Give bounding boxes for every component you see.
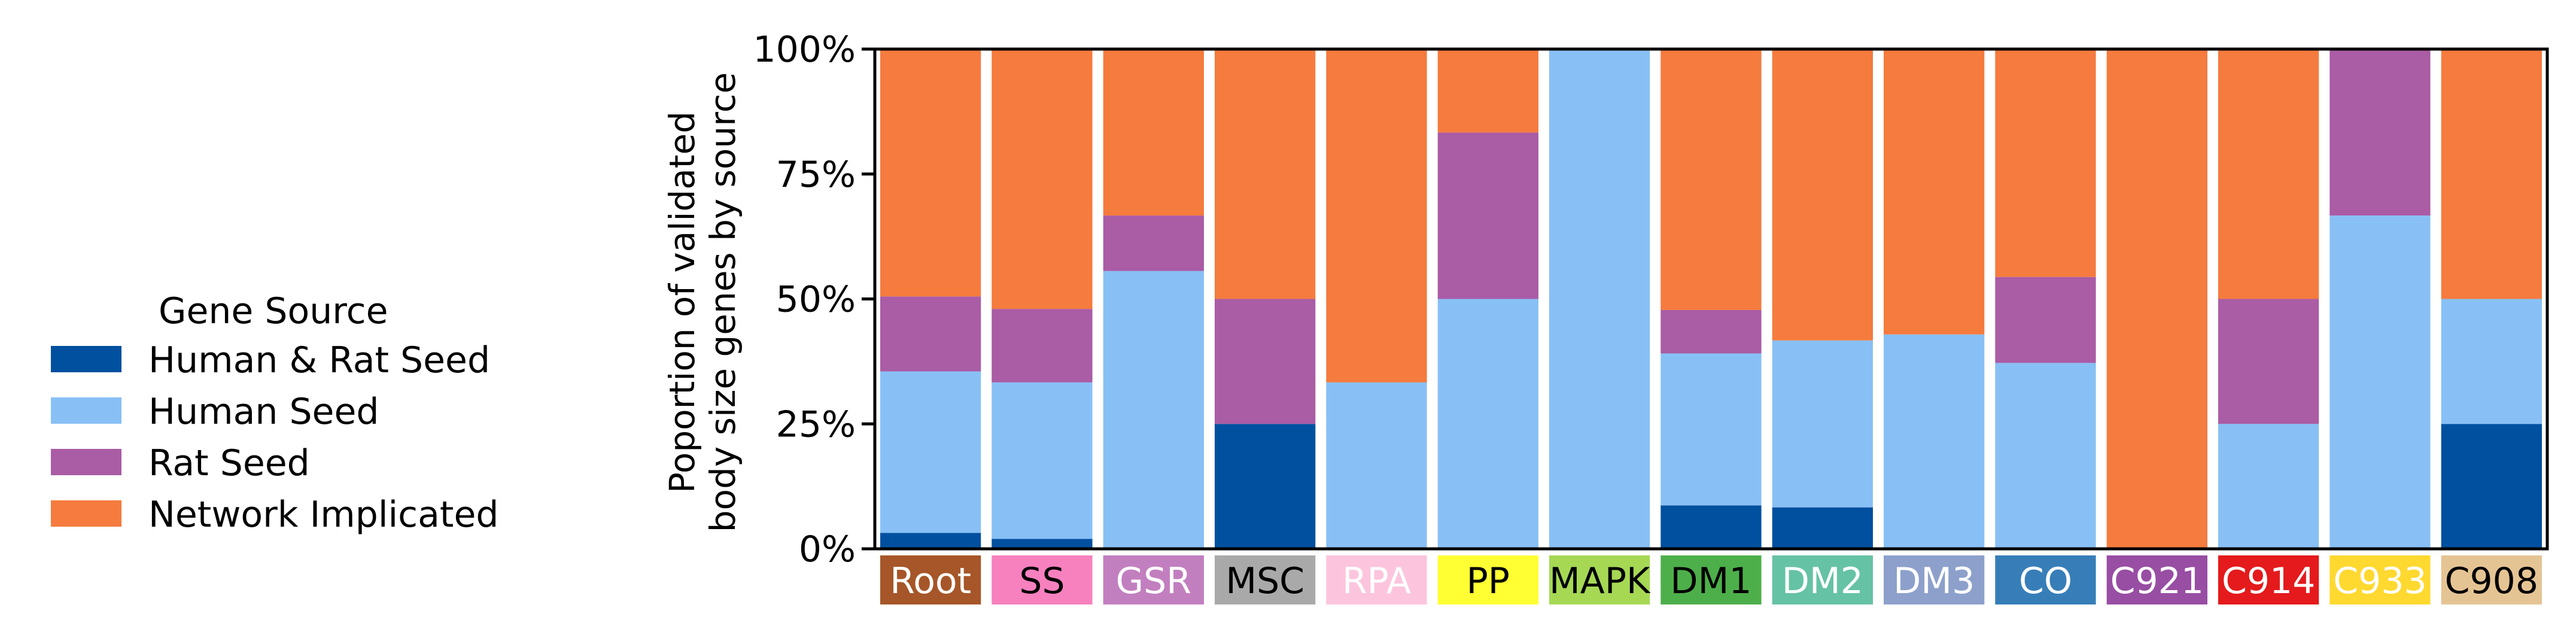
bar-segment-root-series-0 bbox=[880, 533, 981, 549]
x-category-background-msc bbox=[1215, 555, 1316, 604]
bars bbox=[880, 49, 2542, 549]
x-category-background-ss bbox=[992, 555, 1093, 604]
y-tick-label: 25% bbox=[776, 403, 856, 445]
bar-segment-co-series-2 bbox=[1995, 277, 2096, 363]
bar-segment-dm3-series-1 bbox=[1884, 334, 1985, 549]
x-category-label-rpa: RPA bbox=[1342, 560, 1411, 602]
bar-segment-dm1-series-3 bbox=[1660, 49, 1762, 310]
bar-segment-root-series-3 bbox=[880, 49, 981, 297]
plot-frame bbox=[873, 47, 2549, 551]
x-category-background-dm2 bbox=[1772, 555, 1873, 604]
x-category-background-mapk bbox=[1549, 555, 1650, 604]
x-category-background-c914 bbox=[2218, 555, 2319, 604]
y-tick-label: 100% bbox=[753, 29, 856, 71]
x-category-label-mapk: MAPK bbox=[1549, 560, 1651, 602]
bar-segment-c908-series-0 bbox=[2441, 424, 2542, 549]
legend-label-human-seed: Human Seed bbox=[148, 391, 379, 433]
bar-segment-ss-series-3 bbox=[992, 49, 1093, 309]
bar-segment-msc-series-0 bbox=[1215, 424, 1316, 549]
bar-segment-dm3-series-3 bbox=[1884, 49, 1985, 335]
bar-segment-co-series-3 bbox=[1995, 49, 2096, 277]
x-category-background-co bbox=[1995, 555, 2096, 604]
x-category-background-root bbox=[880, 555, 981, 604]
legend-label-human-rat-seed: Human & Rat Seed bbox=[148, 339, 490, 381]
bar-segment-root-series-2 bbox=[880, 296, 981, 372]
bar-segment-pp-series-3 bbox=[1437, 49, 1538, 133]
y-axis-label-line-1: Poportion of validated bbox=[662, 111, 702, 493]
x-category-label-ss: SS bbox=[1019, 560, 1065, 602]
x-category-label-dm1: DM1 bbox=[1670, 560, 1751, 602]
bar-segment-dm1-series-1 bbox=[1660, 353, 1762, 506]
bar-segment-c933-series-2 bbox=[2329, 49, 2431, 216]
y-ticks: 0% 25% 50% 75% 100% bbox=[753, 29, 875, 570]
x-category-label-pp: PP bbox=[1467, 560, 1510, 602]
bar-segment-pp-series-2 bbox=[1437, 132, 1538, 299]
bar-segment-gsr-series-2 bbox=[1103, 215, 1204, 271]
bar-segment-msc-series-3 bbox=[1215, 49, 1316, 299]
bar-segment-rpa-series-1 bbox=[1326, 382, 1427, 549]
bar-segment-dm2-series-1 bbox=[1772, 340, 1873, 508]
bar-segment-c933-series-1 bbox=[2329, 215, 2431, 549]
x-category-background-c908 bbox=[2441, 555, 2542, 604]
x-category-background-dm1 bbox=[1660, 555, 1762, 604]
x-category-background-gsr bbox=[1103, 555, 1204, 604]
bar-segment-c908-series-1 bbox=[2441, 299, 2542, 424]
x-category-label-c908: C908 bbox=[2445, 560, 2538, 602]
legend-title: Gene Source bbox=[159, 290, 388, 332]
bar-segment-pp-series-1 bbox=[1437, 299, 1538, 549]
x-category-label-root: Root bbox=[890, 560, 971, 602]
x-category-background-c933 bbox=[2329, 555, 2431, 604]
y-tick-label: 0% bbox=[799, 528, 856, 570]
x-category-background-pp bbox=[1437, 555, 1538, 604]
bar-segment-c914-series-1 bbox=[2218, 424, 2319, 549]
bar-segment-root-series-1 bbox=[880, 371, 981, 533]
legend: Gene Source Human & Rat Seed Human Seed … bbox=[51, 290, 498, 536]
y-tick-label: 75% bbox=[776, 154, 856, 196]
x-category-label-dm3: DM3 bbox=[1893, 560, 1975, 602]
bar-segment-c921-series-3 bbox=[2106, 49, 2207, 549]
x-category-label-co: CO bbox=[2019, 560, 2072, 602]
legend-swatch-rat-seed bbox=[51, 449, 121, 475]
bar-segment-gsr-series-1 bbox=[1103, 271, 1204, 549]
x-category-label-c921: C921 bbox=[2110, 560, 2204, 602]
x-category-label-dm2: DM2 bbox=[1782, 560, 1863, 602]
bar-segment-c914-series-2 bbox=[2218, 299, 2319, 424]
bar-segment-dm2-series-0 bbox=[1772, 507, 1873, 549]
x-category-labels: Root SS GSR MSC RPA PP MAPK DM1 DM2 DM3 CO C921 C914… bbox=[880, 555, 2542, 604]
legend-swatch-human-seed bbox=[51, 397, 121, 424]
legend-label-network-implicated: Network Implicated bbox=[148, 494, 498, 536]
x-category-label-gsr: GSR bbox=[1116, 560, 1191, 602]
x-category-background-c921 bbox=[2106, 555, 2207, 604]
y-axis-label-line-2: body size genes by source bbox=[702, 72, 743, 533]
bar-segment-ss-series-0 bbox=[992, 539, 1093, 549]
bar-segment-co-series-1 bbox=[1995, 363, 2096, 549]
x-category-background-dm3 bbox=[1884, 555, 1985, 604]
bar-segment-dm1-series-2 bbox=[1660, 309, 1762, 354]
legend-label-rat-seed: Rat Seed bbox=[148, 442, 310, 484]
x-category-label-c914: C914 bbox=[2222, 560, 2315, 602]
bar-segment-msc-series-2 bbox=[1215, 299, 1316, 424]
x-category-label-msc: MSC bbox=[1225, 560, 1304, 602]
bar-segment-c908-series-3 bbox=[2441, 49, 2542, 299]
bar-segment-dm2-series-3 bbox=[1772, 49, 1873, 341]
x-category-label-c933: C933 bbox=[2333, 560, 2426, 602]
legend-swatch-human-rat-seed bbox=[51, 346, 121, 372]
bar-segment-mapk-series-1 bbox=[1549, 49, 1650, 549]
x-category-background-rpa bbox=[1326, 555, 1427, 604]
bar-segment-rpa-series-3 bbox=[1326, 49, 1427, 382]
bar-segment-gsr-series-3 bbox=[1103, 49, 1204, 216]
bar-segment-ss-series-2 bbox=[992, 309, 1093, 382]
y-tick-label: 50% bbox=[776, 279, 856, 321]
bar-segment-dm1-series-0 bbox=[1660, 505, 1762, 549]
legend-swatch-network-implicated bbox=[51, 500, 121, 527]
bar-segment-c914-series-3 bbox=[2218, 49, 2319, 299]
bar-segment-ss-series-1 bbox=[992, 382, 1093, 539]
